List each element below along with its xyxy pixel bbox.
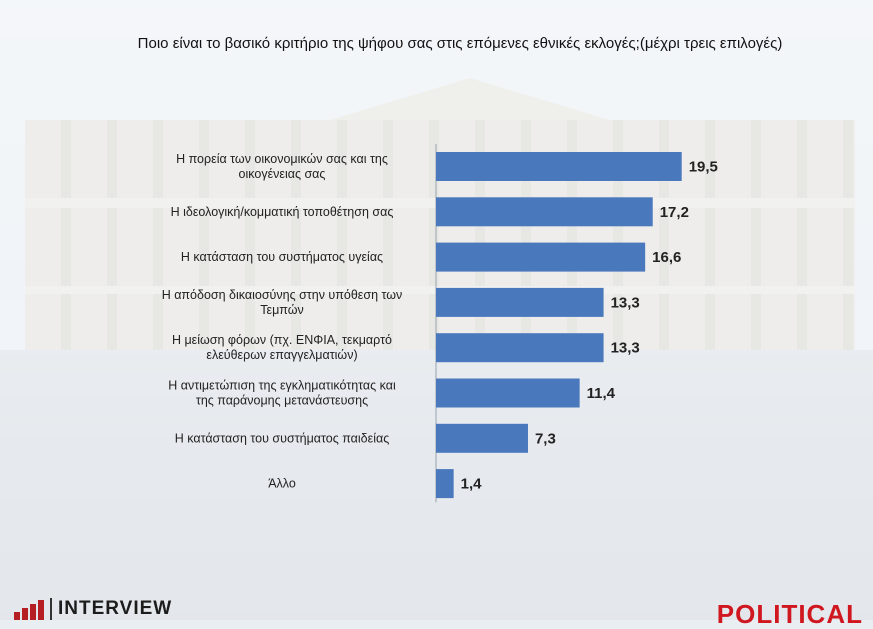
bar — [436, 469, 454, 499]
category-label-line: της παράνομης μετανάστευσης — [196, 394, 368, 408]
category-label-line: Η απόδοση δικαιοσύνης στην υπόθεση των — [162, 288, 403, 302]
data-label: 13,3 — [611, 340, 640, 357]
logo-left-text: INTERVIEW — [58, 598, 173, 619]
bar — [436, 378, 580, 408]
data-label: 7,3 — [535, 430, 556, 447]
category-label: Η κατάσταση του συστήματος παιδείας — [175, 431, 389, 445]
category-label-line: Τεμπών — [260, 303, 304, 317]
logo-bars-icon — [14, 600, 44, 620]
category-label: Η κατάσταση του συστήματος υγείας — [181, 250, 383, 264]
category-label-line: Η πορεία των οικονομικών σας και της — [176, 152, 388, 166]
bar — [436, 287, 604, 317]
category-label: Η πορεία των οικονομικών σας και της οικο… — [176, 152, 388, 181]
category-label-line: Η ιδεολογική/κομματική τοποθέτηση σας — [171, 205, 394, 219]
political-logo: POLITICAL — [716, 599, 863, 629]
data-label: 1,4 — [461, 476, 483, 493]
category-label: Η ιδεολογική/κομματική τοποθέτηση σας — [171, 205, 394, 219]
data-label: 16,6 — [652, 249, 681, 266]
category-label-line: ελεύθερων επαγγελματιών) — [206, 348, 357, 362]
logo-divider — [50, 598, 52, 620]
category-label-line: Η κατάσταση του συστήματος παιδείας — [175, 431, 389, 445]
category-label: Η μείωση φόρων (πχ. ΕΝΦΙΑ, τεκμαρτό ελεύθ… — [172, 333, 392, 362]
category-label-line: Η κατάσταση του συστήματος υγείας — [181, 250, 383, 264]
category-label: Άλλο — [268, 477, 296, 491]
category-label-line: Η μείωση φόρων (πχ. ΕΝΦΙΑ, τεκμαρτό — [172, 333, 392, 347]
bar — [436, 152, 682, 181]
category-label: Η απόδοση δικαιοσύνης στην υπόθεση των Τε… — [162, 288, 403, 317]
bar — [436, 197, 653, 227]
data-label: 13,3 — [611, 294, 640, 311]
category-label-line: Άλλο — [268, 477, 296, 491]
bar — [436, 242, 646, 272]
bar-chart: 19,5 Η πορεία των οικονομικών σας και της… — [162, 144, 718, 503]
data-label: 17,2 — [660, 204, 689, 221]
data-label: 19,5 — [689, 159, 718, 176]
chart-title: Ποιο είναι το βασικό κριτήριο της ψήφου … — [137, 35, 783, 52]
bar — [436, 423, 528, 453]
interview-logo: INTERVIEW — [14, 598, 172, 620]
category-label: Η αντιμετώπιση της εγκληματικότητας και τ… — [168, 379, 396, 408]
bar — [436, 333, 604, 363]
category-label-line: Η αντιμετώπιση της εγκληματικότητας και — [168, 379, 396, 393]
data-label: 11,4 — [587, 385, 616, 402]
category-label-line: οικογένειας σας — [239, 167, 326, 181]
